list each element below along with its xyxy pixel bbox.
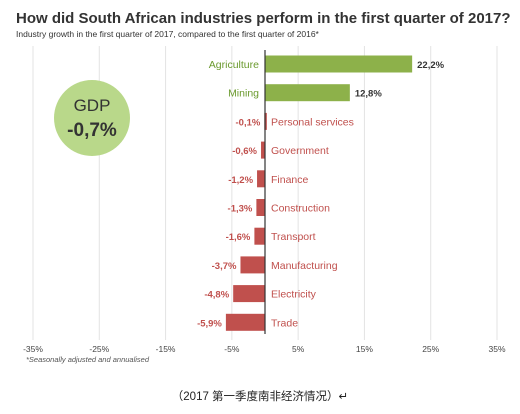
value-label: 12,8% — [355, 89, 382, 100]
gdp-badge-value: -0,7% — [67, 120, 117, 141]
bar-agriculture — [265, 55, 413, 73]
bar-trade — [225, 313, 265, 331]
footnote: *Seasonally adjusted and annualised — [26, 355, 150, 364]
category-label: Government — [271, 145, 329, 157]
value-label: -0,1% — [236, 117, 261, 128]
x-tick-labels: -35% -25% -15% -5% 5% 15% 25% 35% — [23, 344, 506, 354]
value-label: 22,2% — [417, 60, 444, 71]
bar-construction — [256, 199, 265, 216]
value-label: -5,9% — [197, 318, 222, 329]
value-label: -1,3% — [228, 204, 253, 215]
x-tick-label: -35% — [23, 344, 43, 354]
x-tick-label: -15% — [156, 344, 176, 354]
gdp-badge-label: GDP — [74, 96, 111, 115]
bar-transport — [254, 227, 265, 245]
gdp-badge-circle — [54, 80, 130, 156]
x-tick-label: 5% — [292, 344, 305, 354]
bar-government — [261, 141, 265, 159]
bars: Agriculture 22,2% Mining 12,8% Personal serv… — [197, 55, 445, 331]
value-label: -4,8% — [204, 290, 229, 301]
value-label: -3,7% — [212, 261, 237, 272]
value-label: -1,2% — [228, 175, 253, 186]
category-label: Finance — [271, 174, 309, 186]
category-label: Construction — [271, 203, 330, 215]
category-label: Transport — [271, 231, 316, 243]
gdp-badge: GDP -0,7% — [54, 80, 130, 156]
x-tick-label: 15% — [356, 344, 373, 354]
bar-manufacturing — [240, 256, 265, 274]
category-label: Personal services — [271, 116, 354, 128]
value-label: -0,6% — [232, 146, 257, 157]
value-label: -1,6% — [226, 232, 251, 243]
category-label: Agriculture — [209, 59, 259, 71]
category-label: Mining — [228, 88, 259, 100]
x-tick-label: 35% — [488, 344, 505, 354]
x-tick-label: -5% — [224, 344, 240, 354]
bar-mining — [265, 84, 350, 102]
x-tick-label: 25% — [422, 344, 439, 354]
bar-electricity — [233, 285, 265, 303]
chart-title: How did South African industries perform… — [16, 10, 511, 27]
category-label: Manufacturing — [271, 260, 338, 272]
category-label: Trade — [271, 317, 298, 329]
bar-finance — [257, 170, 265, 188]
image-caption: （2017 第一季度南非经济情况）↵ — [171, 391, 349, 403]
x-tick-label: -25% — [89, 344, 109, 354]
category-label: Electricity — [271, 289, 317, 301]
chart-subtitle: Industry growth in the first quarter of … — [16, 29, 319, 39]
